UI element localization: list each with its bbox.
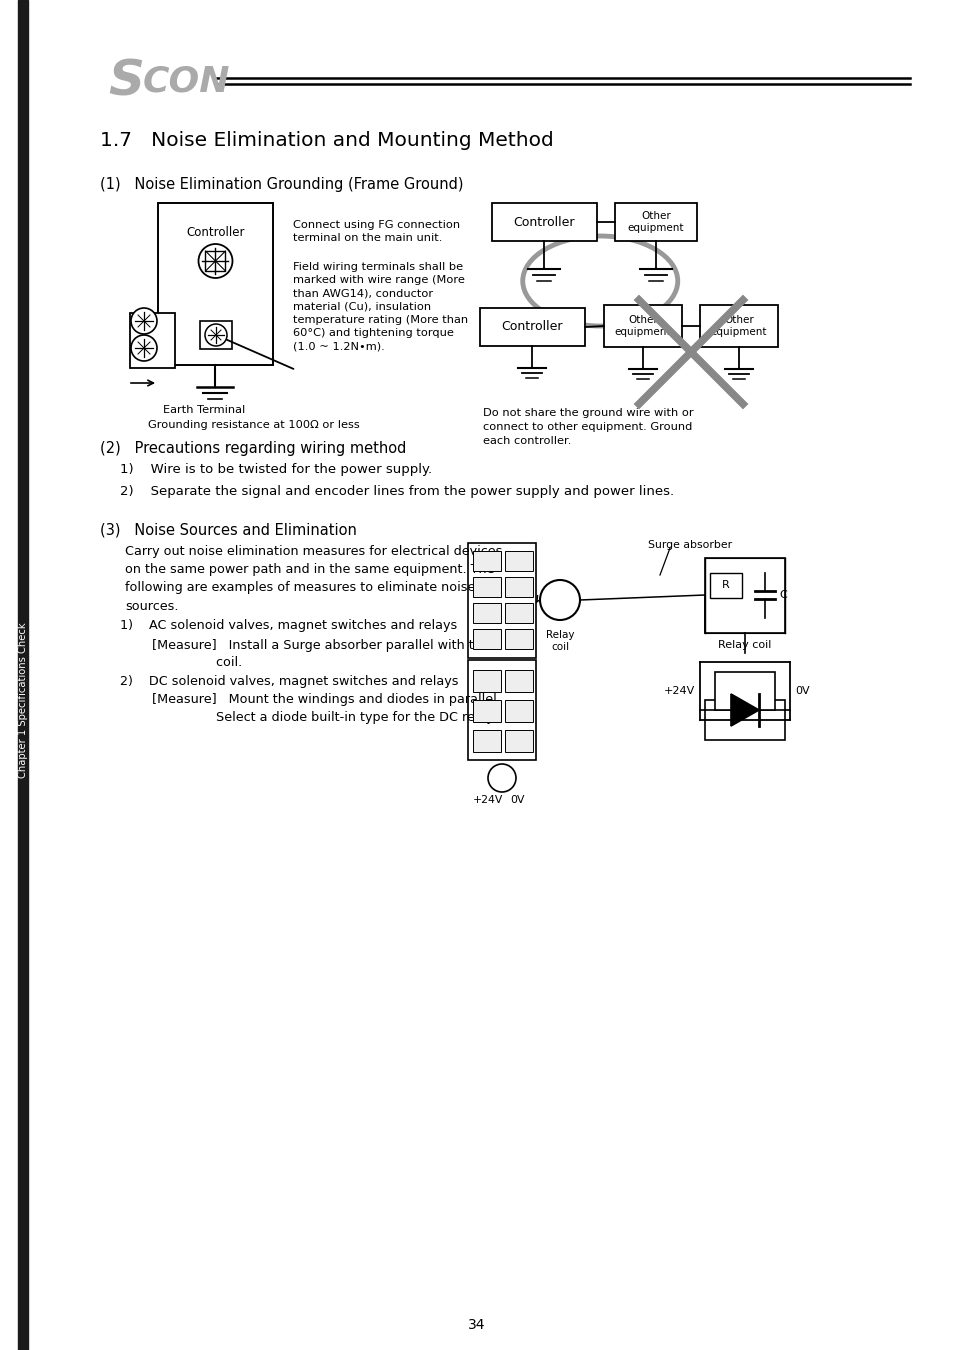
Text: 2)    DC solenoid valves, magnet switches and relays: 2) DC solenoid valves, magnet switches a… [120, 675, 458, 688]
Bar [504, 670, 533, 693]
Bar [704, 701, 784, 740]
Circle shape [488, 764, 516, 792]
Text: 0V: 0V [794, 686, 809, 697]
Text: coil.: coil. [120, 656, 242, 670]
Text: 1.7   Noise Elimination and Mounting Method: 1.7 Noise Elimination and Mounting Metho… [100, 131, 553, 150]
Bar [504, 603, 533, 622]
Text: following are examples of measures to eliminate noise: following are examples of measures to el… [125, 582, 475, 594]
Text: C: C [779, 590, 786, 599]
Text: Select a diode built-in type for the DC relay: Select a diode built-in type for the DC … [120, 711, 494, 725]
Text: Other
equipment: Other equipment [710, 315, 766, 336]
Bar [200, 321, 232, 350]
Text: Surge absorber: Surge absorber [647, 540, 731, 549]
Circle shape [198, 244, 233, 278]
Circle shape [539, 580, 579, 620]
Bar [492, 202, 597, 242]
Bar [504, 730, 533, 752]
Circle shape [205, 324, 227, 346]
Bar [473, 603, 500, 622]
Text: Earth Terminal: Earth Terminal [163, 405, 245, 414]
Text: Field wiring terminals shall be
marked with wire range (More
than AWG14), conduc: Field wiring terminals shall be marked w… [293, 262, 468, 351]
Bar [205, 251, 225, 271]
Text: CON: CON [143, 65, 231, 99]
Text: Other
equipment: Other equipment [627, 211, 683, 232]
Bar [18, 0, 28, 1350]
Bar [473, 730, 500, 752]
Bar [714, 672, 774, 710]
Bar [473, 670, 500, 693]
Text: Connect using FG connection
terminal on the main unit.: Connect using FG connection terminal on … [293, 220, 459, 243]
Text: Controller: Controller [501, 320, 562, 333]
Text: 1)    AC solenoid valves, magnet switches and relays: 1) AC solenoid valves, magnet switches a… [120, 620, 456, 633]
Text: 0V: 0V [510, 795, 524, 805]
Text: Relay coil: Relay coil [718, 640, 771, 649]
Bar [473, 629, 500, 649]
Polygon shape [730, 694, 759, 726]
Text: Carry out noise elimination measures for electrical devices: Carry out noise elimination measures for… [125, 545, 502, 559]
Text: Chapter 1 Specifications Check: Chapter 1 Specifications Check [18, 622, 28, 778]
Text: S: S [108, 58, 144, 107]
Text: (3)   Noise Sources and Elimination: (3) Noise Sources and Elimination [100, 522, 356, 537]
Text: sources.: sources. [125, 599, 178, 613]
Bar [468, 543, 536, 657]
Bar [615, 202, 697, 242]
Text: [Measure]   Mount the windings and diodes in parallel.: [Measure] Mount the windings and diodes … [120, 694, 500, 706]
Text: [Measure]   Install a Surge absorber parallel with the: [Measure] Install a Surge absorber paral… [120, 639, 489, 652]
Text: Do not share the ground wire with or
connect to other equipment. Ground
each con: Do not share the ground wire with or con… [482, 408, 693, 446]
Bar [130, 313, 174, 369]
Text: +24V: +24V [473, 795, 503, 805]
Bar [603, 305, 681, 347]
Bar [158, 202, 273, 364]
Circle shape [131, 308, 157, 333]
Text: on the same power path and in the same equipment. The: on the same power path and in the same e… [125, 563, 494, 576]
Bar [473, 576, 500, 597]
Text: 34: 34 [468, 1318, 485, 1332]
Bar [709, 572, 741, 598]
Text: Other
equipment: Other equipment [614, 315, 671, 336]
Text: (2)   Precautions regarding wiring method: (2) Precautions regarding wiring method [100, 440, 406, 455]
Text: Controller: Controller [186, 227, 245, 239]
Bar [504, 701, 533, 722]
Bar [700, 305, 778, 347]
Bar [504, 629, 533, 649]
Text: 2)    Separate the signal and encoder lines from the power supply and power line: 2) Separate the signal and encoder lines… [120, 486, 674, 498]
Bar [504, 576, 533, 597]
Text: R: R [721, 580, 729, 590]
Bar [504, 551, 533, 571]
Bar [479, 308, 584, 346]
Bar [704, 558, 784, 633]
Text: Grounding resistance at 100Ω or less: Grounding resistance at 100Ω or less [148, 420, 359, 431]
Text: +24V: +24V [663, 686, 695, 697]
Bar [473, 701, 500, 722]
Bar [473, 551, 500, 571]
Text: 1)    Wire is to be twisted for the power supply.: 1) Wire is to be twisted for the power s… [120, 463, 432, 477]
Text: Relay
coil: Relay coil [545, 630, 574, 652]
Circle shape [131, 335, 157, 360]
Bar [468, 660, 536, 760]
Text: Controller: Controller [514, 216, 575, 228]
Text: (1)   Noise Elimination Grounding (Frame Ground): (1) Noise Elimination Grounding (Frame G… [100, 177, 463, 193]
